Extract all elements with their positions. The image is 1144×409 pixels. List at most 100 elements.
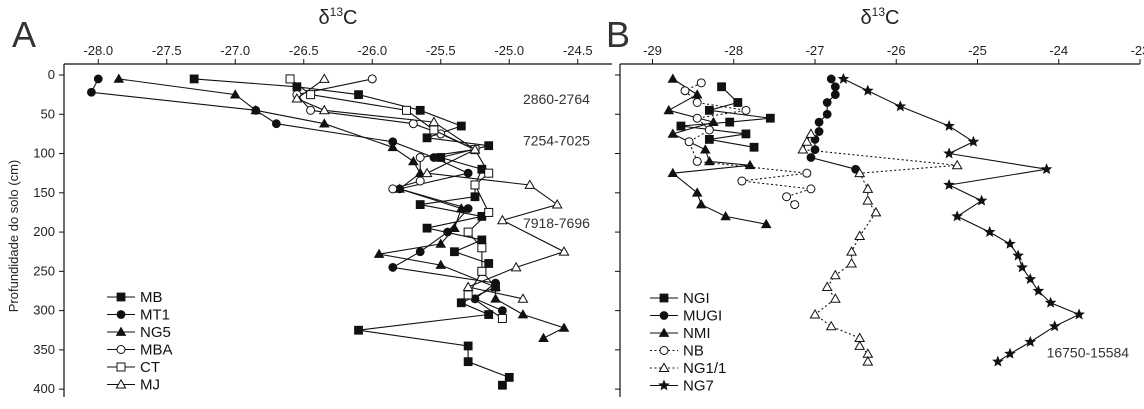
data-point: [469, 144, 481, 154]
data-point: [449, 222, 460, 232]
legend-label: CT: [140, 359, 160, 376]
data-point: [497, 380, 507, 390]
data-point: [306, 90, 316, 100]
panel-a-x-tick-label: -25.0: [494, 43, 524, 58]
legend-label: NGI: [683, 290, 710, 307]
data-point: [663, 104, 675, 115]
data-point: [388, 184, 398, 194]
data-point: [862, 356, 874, 366]
data-point: [825, 320, 837, 331]
data-point: [1004, 237, 1016, 249]
panel-b-series-nmi: [663, 73, 772, 229]
data-point: [951, 210, 963, 222]
data-point: [826, 74, 836, 84]
series-line: [295, 78, 566, 300]
data-point: [87, 87, 96, 97]
panel-a-series-ng5: [113, 73, 570, 342]
panel-a-series-mb: [189, 74, 514, 390]
panel-a-x-tick-label: -28.0: [83, 43, 113, 58]
panel-a-y-tick-label: 250: [33, 263, 55, 278]
series-line: [843, 78, 1081, 363]
data-point: [517, 293, 529, 303]
legend-item: CT: [107, 359, 160, 376]
data-point: [490, 281, 501, 291]
panel-a-x-tick-label: -25.5: [426, 43, 456, 58]
legend-marker: [116, 362, 126, 372]
data-point: [558, 246, 570, 256]
data-point: [676, 121, 686, 131]
data-point: [394, 183, 405, 193]
panel-b-chart: -29-28-27-26-25-24-23δ13CBNGIMUGINMINBNG…: [606, 5, 1144, 397]
data-point: [367, 74, 377, 84]
legend-marker: [116, 310, 126, 319]
panel-b-x-tick-label: -29: [643, 43, 662, 58]
data-point: [854, 332, 866, 343]
panel-a-x-tick-label: -26.5: [289, 43, 319, 58]
data-point: [814, 127, 824, 136]
data-point: [667, 73, 679, 83]
legend-item: MJ: [107, 377, 160, 394]
data-point: [737, 176, 747, 186]
data-point: [704, 155, 715, 166]
data-point: [428, 116, 440, 127]
data-point: [695, 199, 707, 209]
legend-label: MUGI: [683, 308, 722, 325]
panel-b-x-tick-label: -27: [806, 43, 825, 58]
data-point: [717, 82, 726, 92]
data-point: [760, 218, 772, 229]
data-point: [725, 117, 735, 127]
data-point: [862, 183, 874, 193]
panel-b-series-nb: [680, 78, 816, 210]
series-line: [90, 78, 503, 312]
data-point: [456, 121, 466, 131]
data-point: [708, 116, 719, 126]
panel-a-y-tick-label: 350: [33, 342, 55, 357]
data-point: [692, 97, 702, 107]
data-point: [700, 144, 711, 154]
data-point: [733, 98, 743, 107]
panel-a-y-tick-label: 400: [33, 381, 55, 396]
data-point: [285, 74, 295, 84]
series-line: [295, 78, 477, 190]
data-point: [415, 176, 425, 186]
data-point: [250, 104, 262, 115]
legend-item: MUGI: [650, 308, 722, 325]
data-point: [415, 152, 425, 162]
data-point: [1012, 249, 1024, 261]
data-point: [477, 243, 487, 253]
data-point: [943, 119, 955, 131]
panel-a-x-tick-label: -24.5: [563, 43, 593, 58]
panel-b-series-ngi: [676, 82, 775, 152]
panel-a-x-tick-label: -27.0: [220, 43, 250, 58]
panel-b-series-ng7: [837, 72, 1085, 367]
legend-marker: [115, 326, 127, 336]
panel-a-annotation: 7918-7696: [523, 215, 590, 231]
legend-marker: [659, 346, 669, 355]
data-point: [504, 372, 514, 382]
legend-marker: [659, 311, 669, 320]
data-point: [854, 167, 866, 178]
panel-a-x-tick-label: -26.0: [357, 43, 387, 58]
data-point: [551, 198, 563, 209]
panel-b-series-ng1-1: [797, 128, 963, 366]
data-point: [829, 293, 841, 303]
data-point: [704, 134, 714, 144]
data-point: [829, 269, 841, 280]
data-point: [667, 167, 679, 178]
data-point: [691, 187, 703, 197]
panel-a-chart: -28.0 -27.5 -27.0 -26.5 -26.0 -25.5 -25.0 -24.5…: [6, 5, 612, 397]
data-point: [477, 266, 487, 276]
data-point: [463, 357, 473, 367]
data-point: [830, 82, 840, 92]
legend-marker: [116, 345, 126, 354]
data-point: [189, 74, 199, 84]
legend-label: MBA: [140, 342, 173, 359]
data-point: [704, 105, 714, 115]
data-point: [470, 180, 480, 190]
data-point: [691, 89, 703, 99]
data-point: [510, 261, 522, 272]
data-point: [538, 332, 549, 342]
series-line: [289, 78, 503, 319]
legend-label: NB: [683, 343, 704, 360]
